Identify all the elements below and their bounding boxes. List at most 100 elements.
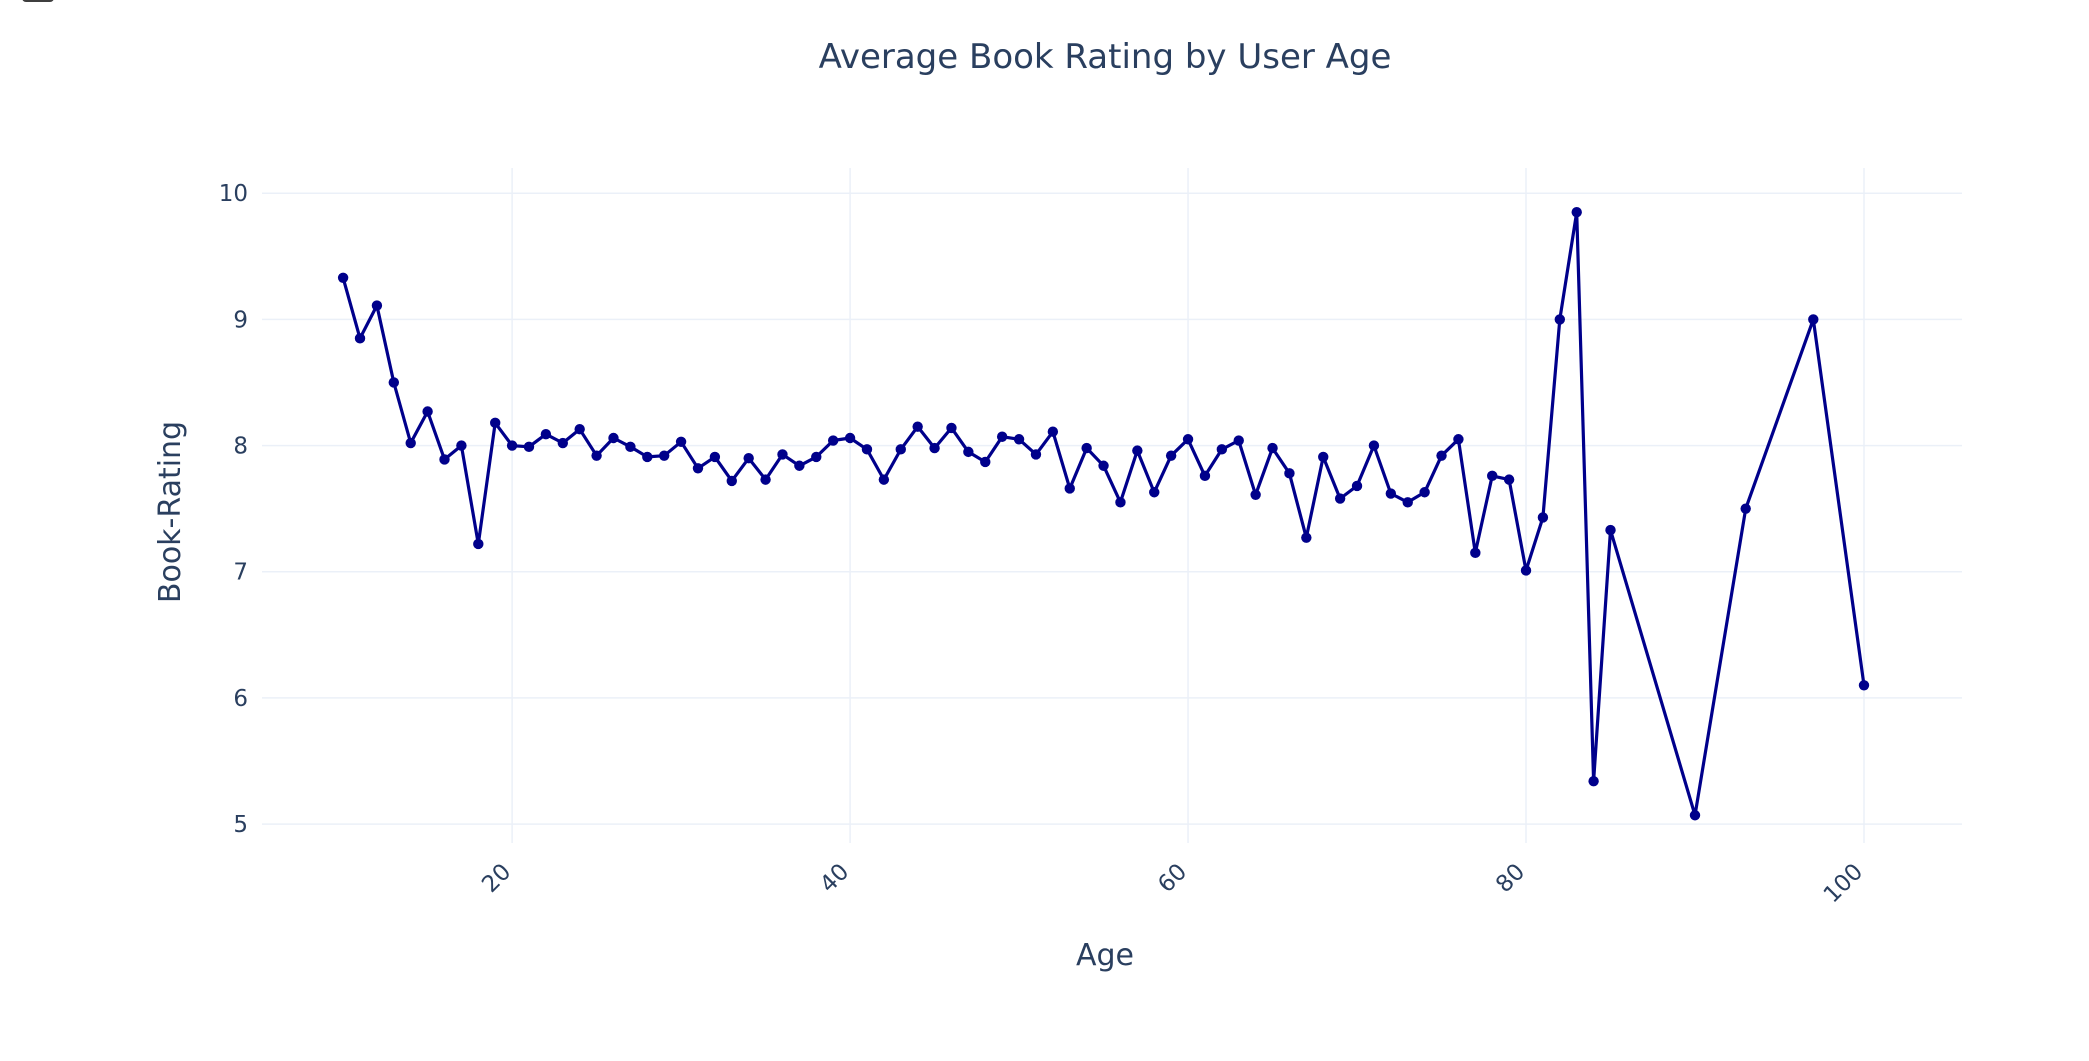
data-point <box>1588 775 1599 787</box>
chart-title: Average Book Rating by User Age <box>819 37 1392 77</box>
data-point <box>1098 460 1109 471</box>
data-point <box>760 474 771 485</box>
data-point <box>929 442 940 454</box>
data-point <box>625 441 636 453</box>
data-point <box>1385 488 1397 499</box>
data-point <box>1368 440 1380 451</box>
data-point <box>439 454 450 465</box>
data-point <box>1571 206 1582 218</box>
data-point <box>743 452 754 464</box>
data-point <box>946 422 957 434</box>
data-point <box>1182 434 1194 445</box>
data-point <box>506 440 518 451</box>
data-point <box>1064 483 1075 494</box>
x-tick-label: 80 <box>1491 859 1530 898</box>
data-point <box>608 432 619 444</box>
data-point <box>1520 565 1532 576</box>
data-point <box>861 444 873 455</box>
y-tick-label: 6 <box>233 686 248 712</box>
data-point <box>1149 487 1160 498</box>
data-point <box>811 451 822 463</box>
data-point <box>557 437 568 449</box>
x-tick-label: 20 <box>477 859 516 898</box>
data-point <box>1436 450 1447 461</box>
data-point <box>1554 314 1566 325</box>
data-point <box>844 432 856 444</box>
data-point <box>1132 445 1143 456</box>
data-point <box>1605 524 1616 536</box>
data-point <box>574 423 585 435</box>
data-point <box>1013 434 1025 445</box>
marker-layer <box>337 206 1870 821</box>
data-point <box>1233 435 1244 446</box>
toolbar-handle <box>22 0 54 2</box>
data-point <box>709 451 721 463</box>
data-point <box>1808 314 1819 325</box>
data-point <box>1419 487 1430 498</box>
data-point <box>980 456 991 468</box>
data-point <box>1402 497 1413 508</box>
data-point <box>675 436 687 447</box>
data-point <box>422 406 433 417</box>
data-point <box>1301 532 1312 543</box>
x-tick-label: 40 <box>815 859 854 898</box>
data-point <box>1267 442 1278 454</box>
data-point <box>1537 512 1549 523</box>
data-point <box>405 437 416 449</box>
y-tick-label: 9 <box>233 307 248 333</box>
data-point <box>337 272 349 283</box>
data-point <box>895 444 906 455</box>
data-point <box>1858 680 1870 691</box>
y-axis-title: Book-Rating <box>153 421 188 603</box>
data-point <box>963 446 974 458</box>
x-tick-label: 60 <box>1153 859 1192 898</box>
data-point <box>523 441 535 453</box>
data-point <box>388 377 400 388</box>
data-point <box>1689 810 1701 821</box>
series-line-layer <box>341 210 1866 817</box>
data-point <box>591 450 602 461</box>
data-point <box>658 450 670 461</box>
x-axis-ticks: 20 40 60 80 100 <box>477 859 1868 908</box>
x-tick-label: 100 <box>1819 859 1868 908</box>
data-point <box>692 463 704 474</box>
y-tick-label: 8 <box>233 434 248 460</box>
data-point <box>1199 470 1211 482</box>
data-point <box>1453 434 1464 445</box>
data-point <box>1740 503 1751 514</box>
data-point <box>777 449 788 460</box>
data-point <box>540 429 552 440</box>
data-point <box>1081 442 1092 454</box>
data-point <box>1318 451 1329 463</box>
data-point <box>1503 474 1515 485</box>
data-point <box>1250 489 1261 500</box>
data-point <box>1216 444 1228 455</box>
data-point <box>473 538 484 550</box>
data-point <box>1165 450 1177 461</box>
data-point <box>1284 468 1295 479</box>
data-point <box>726 475 737 487</box>
data-point <box>912 421 923 432</box>
y-tick-label: 7 <box>233 560 248 586</box>
data-point <box>1334 493 1346 504</box>
y-tick-label: 10 <box>219 181 248 207</box>
data-point <box>490 417 501 429</box>
series-line <box>341 210 1866 817</box>
data-point <box>1030 449 1042 460</box>
data-point <box>996 431 1008 442</box>
y-tick-label: 5 <box>233 812 248 838</box>
data-point <box>878 474 890 485</box>
data-point <box>1351 480 1363 492</box>
data-point <box>794 460 805 471</box>
data-point <box>1487 470 1498 482</box>
grid <box>262 168 1962 843</box>
data-point <box>827 435 839 446</box>
data-point <box>1047 426 1059 437</box>
data-point <box>1115 497 1126 508</box>
data-point <box>642 451 653 463</box>
data-point <box>371 300 383 311</box>
data-point <box>456 440 467 451</box>
data-point <box>1470 547 1481 559</box>
data-point <box>354 333 366 344</box>
